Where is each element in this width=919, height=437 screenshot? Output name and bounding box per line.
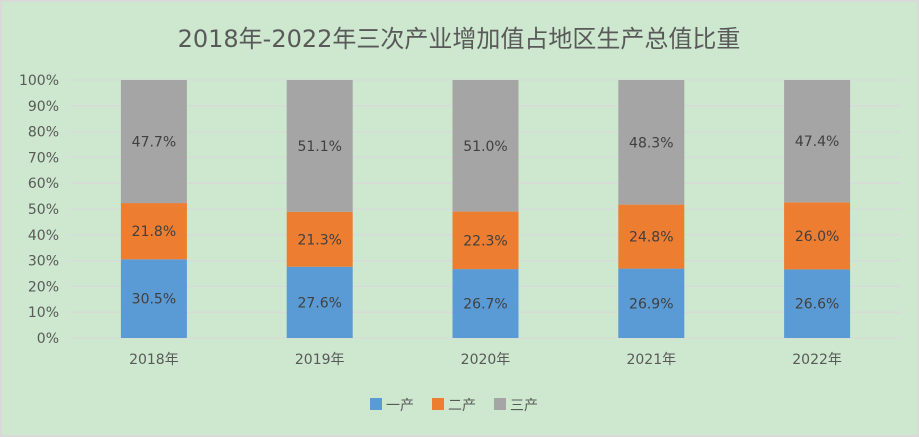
x-tick-label: 2019年	[295, 352, 345, 368]
y-tick-label: 20%	[28, 279, 59, 295]
data-label: 47.4%	[795, 134, 839, 150]
data-label: 26.9%	[629, 296, 673, 312]
legend-swatch	[494, 398, 506, 410]
bar-segment	[286, 80, 353, 212]
x-tick-label: 2020年	[461, 352, 511, 368]
data-label: 30.5%	[132, 292, 176, 308]
y-tick-label: 100%	[19, 73, 59, 89]
y-tick-label: 60%	[28, 176, 59, 192]
x-tick-label: 2018年	[129, 352, 179, 368]
bar-segment	[120, 80, 187, 204]
bar-segment	[286, 211, 353, 267]
legend-label: 二产	[448, 398, 476, 414]
data-label: 51.1%	[297, 139, 341, 155]
bar-segment	[784, 80, 851, 203]
bar-segment	[618, 80, 685, 205]
legend-swatch	[432, 398, 444, 410]
data-label: 24.8%	[629, 230, 673, 246]
bar-segment	[120, 259, 187, 338]
legend-label: 三产	[510, 398, 538, 414]
y-tick-label: 10%	[28, 305, 59, 321]
bar-segment	[452, 269, 519, 338]
data-label: 26.0%	[795, 229, 839, 245]
data-label: 22.3%	[463, 233, 507, 249]
data-label: 26.6%	[795, 297, 839, 313]
y-tick-label: 50%	[28, 202, 59, 218]
data-label: 51.0%	[463, 139, 507, 155]
x-tick-label: 2021年	[626, 352, 676, 368]
data-label: 21.8%	[132, 224, 176, 240]
y-tick-label: 40%	[28, 228, 59, 244]
data-label: 27.6%	[297, 295, 341, 311]
data-label: 48.3%	[629, 135, 673, 151]
y-tick-label: 0%	[37, 331, 59, 347]
x-tick-label: 2022年	[792, 352, 842, 368]
chart-title: 2018年-2022年三次产业增加值占地区生产总值比重	[178, 25, 741, 53]
y-tick-label: 80%	[28, 125, 59, 141]
data-label: 47.7%	[132, 135, 176, 151]
bar-segment	[286, 266, 353, 338]
bar-segment	[452, 80, 519, 212]
bar-segment	[784, 269, 851, 338]
y-tick-label: 90%	[28, 99, 59, 115]
legend-swatch	[370, 398, 382, 410]
data-label: 26.7%	[463, 297, 507, 313]
legend-label: 一产	[386, 398, 414, 414]
bar-segment	[618, 204, 685, 269]
y-tick-label: 30%	[28, 254, 59, 270]
bar-segment	[452, 211, 519, 270]
data-label: 21.3%	[297, 232, 341, 248]
bar-segment	[120, 203, 187, 260]
bar-segment	[784, 202, 851, 270]
y-tick-label: 70%	[28, 150, 59, 166]
bar-segment	[618, 268, 685, 338]
